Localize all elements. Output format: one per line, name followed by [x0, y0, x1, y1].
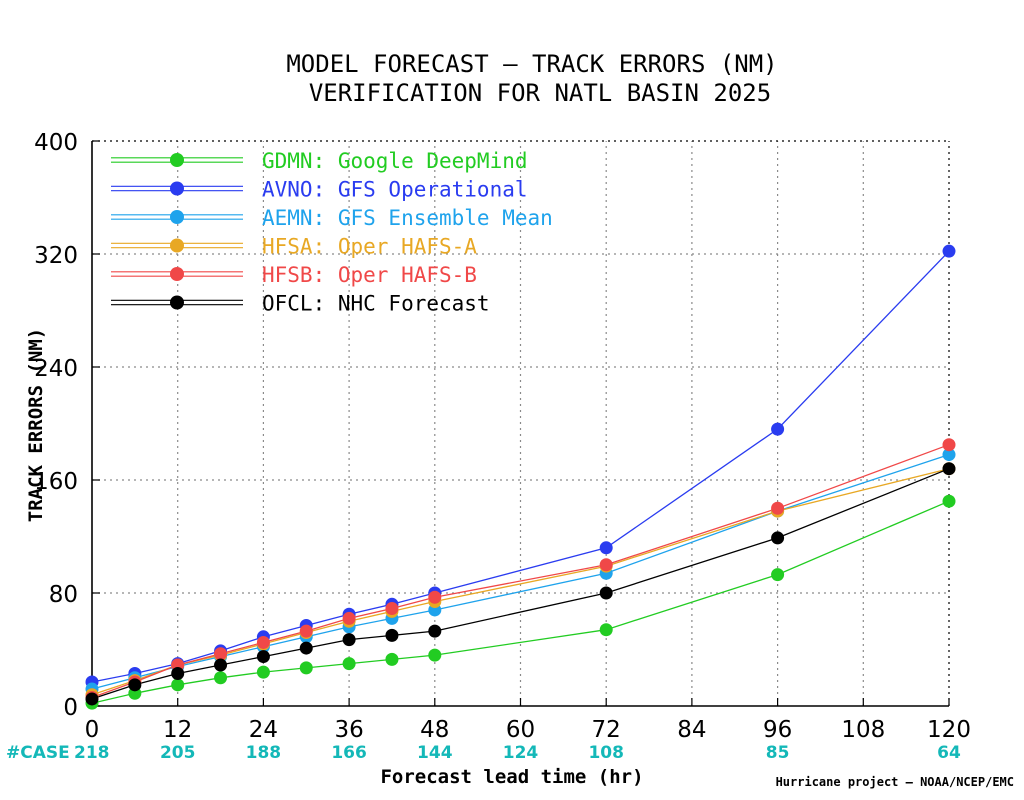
y-tick-label: 160 — [34, 469, 78, 495]
data-point-aemn — [942, 448, 956, 462]
y-ticks: 0 80 160 240 320 400 — [34, 130, 100, 721]
y-tick-label: 240 — [34, 356, 78, 382]
data-point-avno — [942, 244, 956, 258]
data-point-gdmn — [942, 494, 956, 508]
case-label: #CASE — [6, 743, 70, 763]
x-tick-label: 60 — [506, 717, 535, 743]
chart-title: MODEL FORECAST — TRACK ERRORS (NM) — [286, 50, 777, 78]
series-line-gdmn — [91, 500, 950, 704]
legend-marker-aemn — [170, 210, 184, 224]
credit-text: Hurricane project — NOAA/NCEP/EMC — [776, 775, 1014, 789]
case-count: 64 — [937, 743, 961, 763]
x-tick-label: 120 — [927, 717, 971, 743]
legend-label-avno: AVNO: GFS Operational — [262, 178, 528, 202]
x-tick-label: 108 — [841, 717, 885, 743]
series-line-avno — [91, 250, 950, 683]
data-point-ofcl — [599, 586, 613, 600]
x-tick-label: 84 — [677, 717, 706, 743]
series-line-hfsb — [91, 444, 950, 699]
series-points — [85, 244, 956, 710]
y-tick-label: 400 — [34, 130, 78, 156]
x-tick-label: 72 — [592, 717, 621, 743]
data-point-hfsb — [256, 635, 270, 649]
case-count: 218 — [74, 743, 110, 763]
case-counts: 218 205 188 166 144 124 108 85 64 — [74, 743, 961, 763]
x-ticks: 0 12 24 36 48 60 72 84 96 108 120 — [85, 698, 971, 743]
legend-marker-ofcl — [170, 295, 184, 310]
x-axis-label: Forecast lead time (hr) — [380, 766, 643, 788]
case-count: 188 — [246, 743, 282, 763]
data-point-gdmn — [599, 623, 613, 637]
data-point-ofcl — [85, 692, 99, 706]
data-point-gdmn — [771, 568, 785, 582]
y-axis-label: TRACK ERRORS (NM) — [25, 328, 47, 522]
data-point-ofcl — [942, 462, 956, 476]
data-point-gdmn — [214, 671, 228, 685]
data-point-avno — [771, 422, 785, 436]
data-point-hfsb — [771, 501, 785, 515]
legend-marker-avno — [170, 181, 184, 196]
data-point-ofcl — [214, 658, 228, 672]
data-point-ofcl — [385, 628, 399, 642]
x-tick-label: 24 — [249, 717, 278, 743]
data-point-hfsb — [599, 558, 613, 572]
data-point-gdmn — [299, 661, 313, 675]
case-count: 85 — [766, 743, 790, 763]
data-point-ofcl — [171, 667, 185, 681]
x-tick-label: 36 — [334, 717, 363, 743]
legend-label-hfsa: HFSA: Oper HAFS-A — [262, 235, 477, 259]
case-count: 124 — [503, 743, 539, 763]
data-point-gdmn — [342, 657, 356, 671]
case-count: 205 — [160, 743, 196, 763]
data-point-gdmn — [256, 665, 270, 679]
data-point-hfsb — [942, 438, 956, 452]
data-point-hfsb — [385, 602, 399, 616]
data-point-gdmn — [171, 678, 185, 692]
chart-subtitle: VERIFICATION FOR NATL BASIN 2025 — [309, 79, 771, 107]
y-tick-label: 0 — [63, 695, 78, 721]
data-point-hfsb — [342, 611, 356, 625]
data-point-ofcl — [342, 633, 356, 647]
data-point-hfsb — [428, 590, 442, 604]
case-count: 144 — [417, 743, 453, 763]
data-point-ofcl — [771, 531, 785, 545]
data-point-ofcl — [428, 624, 442, 638]
y-tick-label: 80 — [49, 582, 78, 608]
data-point-avno — [599, 541, 613, 555]
series-lines — [91, 250, 950, 704]
data-point-hfsb — [299, 624, 313, 638]
case-count: 108 — [588, 743, 624, 763]
data-point-ofcl — [128, 678, 142, 692]
legend-marker-gdmn — [170, 153, 184, 167]
x-tick-label: 96 — [763, 717, 792, 743]
data-point-hfsb — [214, 647, 228, 661]
legend-label-ofcl: OFCL: NHC Forecast — [262, 292, 490, 316]
y-tick-label: 320 — [34, 243, 78, 269]
case-count: 166 — [331, 743, 367, 763]
legend-label-aemn: AEMN: GFS Ensemble Mean — [262, 206, 553, 230]
data-point-ofcl — [299, 641, 313, 655]
series-line-ofcl — [91, 468, 950, 700]
x-tick-label: 12 — [163, 717, 192, 743]
data-point-gdmn — [428, 648, 442, 662]
data-point-gdmn — [385, 652, 399, 666]
legend-label-hfsb: HFSB: Oper HAFS-B — [262, 263, 477, 287]
x-tick-label: 0 — [85, 717, 100, 743]
legend-marker-hfsb — [170, 267, 184, 281]
legend: GDMN: Google DeepMind AVNO: GFS Operation… — [111, 149, 553, 316]
data-point-ofcl — [256, 650, 270, 664]
legend-label-gdmn: GDMN: Google DeepMind — [262, 149, 528, 173]
x-tick-label: 48 — [420, 717, 449, 743]
legend-marker-hfsa — [170, 238, 184, 253]
